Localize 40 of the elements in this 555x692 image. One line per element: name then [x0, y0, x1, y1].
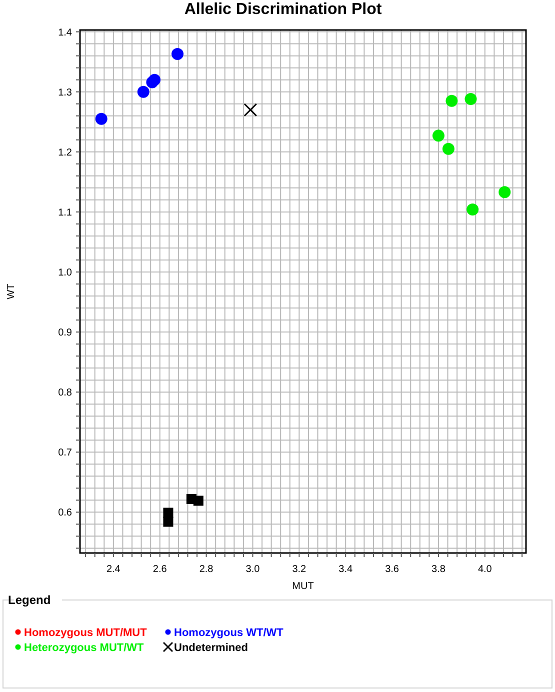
point	[148, 74, 161, 86]
point	[464, 93, 477, 106]
y-axis-title: WT	[6, 284, 17, 300]
legend-label: Undetermined	[174, 642, 248, 654]
x-tick-label: 3.8	[432, 564, 446, 575]
point	[244, 103, 258, 117]
point	[193, 496, 204, 506]
y-tick-label: 1.4	[58, 27, 72, 38]
y-tick-label: 0.6	[58, 508, 72, 519]
point	[163, 516, 174, 527]
x-axis-title: MUT	[292, 581, 314, 592]
x-tick-label: 2.6	[152, 564, 168, 575]
y-tick-label: 1.3	[58, 87, 72, 98]
point	[95, 112, 108, 125]
y-tick-label: 1.0	[58, 267, 72, 278]
x-tick-label: 2.4	[106, 564, 121, 575]
y-tick-label: 0.8	[58, 388, 72, 399]
point	[498, 186, 511, 198]
point	[446, 94, 458, 107]
y-tick-label: 1.2	[58, 147, 72, 158]
y-tick-label: 0.7	[58, 448, 72, 459]
point	[172, 48, 184, 60]
point	[432, 130, 444, 142]
point	[442, 142, 454, 155]
x-tick-label: 3.4	[338, 564, 353, 575]
legend-label: Heterozygous MUT/WT	[24, 642, 144, 654]
point	[466, 204, 479, 216]
point	[163, 508, 174, 518]
x-tick-label: 4.0	[478, 564, 492, 575]
x-tick-label: 3.6	[385, 564, 400, 575]
legend-label: Homozygous MUT/MUT	[24, 627, 148, 639]
y-tick-label: 0.9	[58, 328, 72, 339]
x-tick-label: 3.2	[292, 564, 307, 575]
x-tick-label: 2.8	[199, 564, 214, 575]
y-tick-label: 1.1	[58, 207, 72, 218]
chart-title: Allelic Discrimination Plot	[184, 1, 382, 18]
point	[137, 86, 150, 98]
legend-label: Homozygous WT/WT	[174, 627, 284, 639]
x-tick-label: 3.0	[246, 564, 260, 575]
legend-title: Legend	[8, 593, 51, 607]
